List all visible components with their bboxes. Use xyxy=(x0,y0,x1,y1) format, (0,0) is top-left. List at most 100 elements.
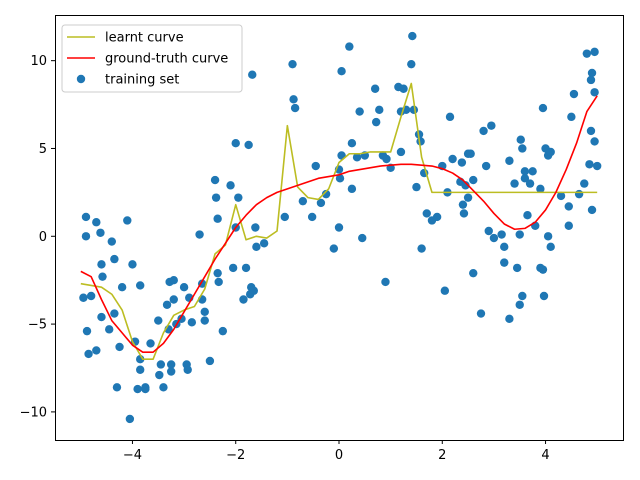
training-point xyxy=(117,283,127,292)
y-tick-label: 0 xyxy=(39,230,47,245)
training-point xyxy=(518,144,527,153)
training-point xyxy=(445,112,455,122)
training-point xyxy=(218,326,228,336)
training-point xyxy=(159,383,168,392)
training-point xyxy=(500,258,509,267)
training-point xyxy=(155,370,164,380)
training-point xyxy=(587,68,597,78)
training-point xyxy=(123,216,132,225)
training-point xyxy=(422,209,431,218)
training-point xyxy=(92,346,101,355)
training-point xyxy=(564,202,573,211)
training-point xyxy=(183,365,192,374)
training-point xyxy=(569,89,579,99)
training-point xyxy=(249,286,258,295)
training-point xyxy=(505,156,514,165)
training-point xyxy=(169,295,178,304)
training-set-points xyxy=(79,31,602,424)
training-point xyxy=(412,182,421,192)
training-point xyxy=(586,75,596,85)
training-point xyxy=(92,218,101,227)
training-point xyxy=(479,126,488,136)
training-point xyxy=(133,384,142,394)
training-point xyxy=(582,49,592,58)
training-point xyxy=(528,167,537,176)
training-point xyxy=(523,211,532,220)
training-point xyxy=(128,260,137,269)
training-point xyxy=(81,232,91,241)
training-point xyxy=(251,223,260,232)
training-point xyxy=(520,167,530,176)
ground-truth-curve-line xyxy=(80,95,598,353)
training-point xyxy=(241,263,251,273)
training-point xyxy=(510,179,519,188)
training-point xyxy=(590,47,599,57)
training-point xyxy=(375,105,384,115)
training-point xyxy=(396,147,406,157)
training-point xyxy=(407,59,416,69)
training-point xyxy=(141,384,150,394)
training-point xyxy=(105,325,114,334)
training-point xyxy=(489,233,499,243)
training-point xyxy=(110,309,119,318)
training-point xyxy=(469,175,478,185)
training-point xyxy=(515,230,524,239)
training-point xyxy=(228,263,238,273)
legend-label-ground_truth: ground-truth curve xyxy=(105,52,228,67)
training-point xyxy=(125,414,135,424)
training-point xyxy=(481,161,491,171)
training-point xyxy=(187,318,197,327)
training-point xyxy=(358,233,367,243)
training-point xyxy=(214,277,223,287)
training-point xyxy=(355,107,364,116)
training-point xyxy=(136,281,145,290)
training-point xyxy=(459,209,469,218)
training-point xyxy=(239,295,248,304)
training-point xyxy=(458,200,468,209)
training-point xyxy=(399,84,408,93)
x-tick-label: 4 xyxy=(541,448,549,463)
training-point xyxy=(585,160,594,169)
training-point xyxy=(98,272,107,281)
training-point xyxy=(500,242,509,252)
y-tick-label: 10 xyxy=(30,54,47,69)
y-axis-ticks: −10 −5 0 5 10 xyxy=(20,54,55,420)
training-point xyxy=(345,42,354,51)
training-point xyxy=(84,349,93,359)
training-point xyxy=(200,316,209,325)
training-point xyxy=(146,339,155,348)
legend-box xyxy=(61,24,243,93)
training-point xyxy=(166,360,176,369)
training-point xyxy=(226,181,235,190)
training-point xyxy=(213,268,222,278)
training-point xyxy=(289,95,298,104)
training-point xyxy=(97,312,106,322)
y-tick-label: 5 xyxy=(39,142,47,157)
training-point xyxy=(213,214,222,223)
training-point xyxy=(516,135,525,144)
training-point xyxy=(463,193,473,202)
training-point xyxy=(97,260,106,269)
training-point xyxy=(564,221,573,230)
training-point xyxy=(205,356,215,366)
training-point xyxy=(259,239,269,248)
training-point xyxy=(156,360,166,369)
legend-label-training: training set xyxy=(105,73,179,88)
training-point xyxy=(110,254,119,264)
training-point xyxy=(586,126,596,136)
training-point xyxy=(381,277,390,287)
y-tick-label: −10 xyxy=(20,405,47,420)
training-point xyxy=(371,117,381,127)
training-point xyxy=(81,212,91,222)
training-point xyxy=(370,84,380,93)
training-point xyxy=(505,314,514,324)
training-point xyxy=(546,147,555,157)
training-point xyxy=(195,230,204,239)
legend: learnt curve ground-truth curve training s… xyxy=(61,24,243,93)
training-point xyxy=(316,198,326,208)
training-point xyxy=(546,242,555,252)
training-point xyxy=(525,179,535,188)
training-point xyxy=(574,189,584,199)
training-point xyxy=(244,140,253,150)
